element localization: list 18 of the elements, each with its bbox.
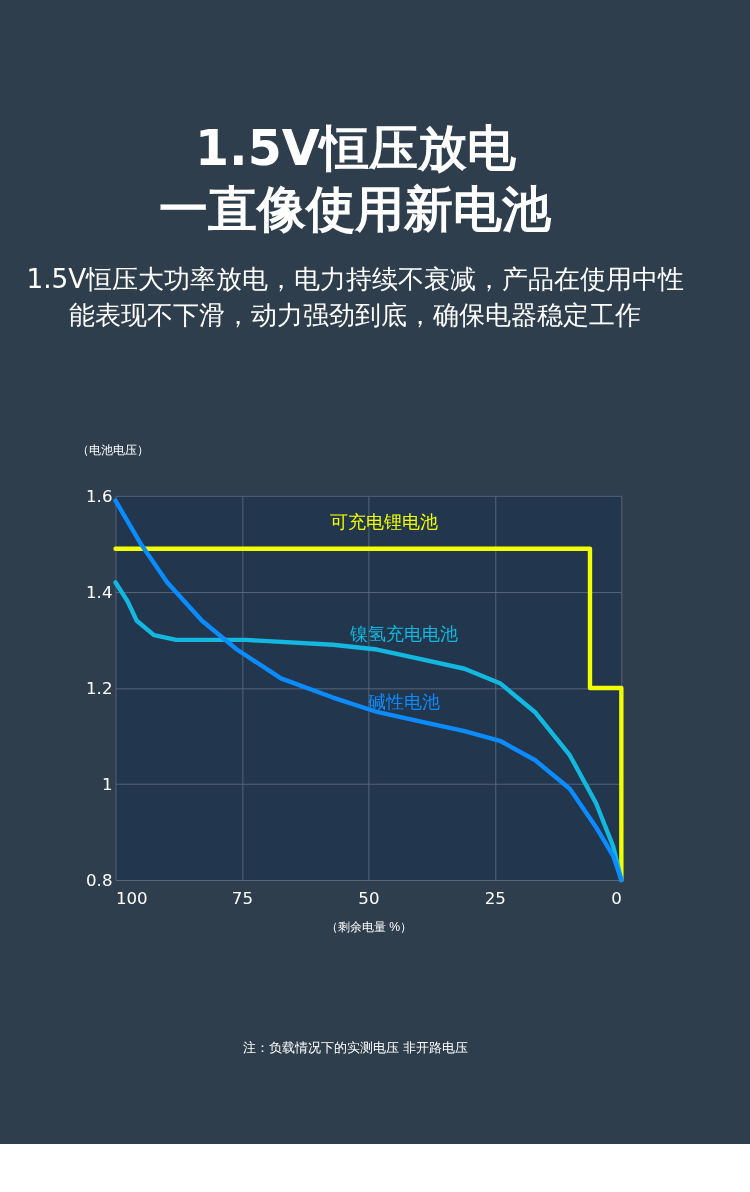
x-tick-label: 0 [611,889,622,909]
y-tick-label: 0.8 [86,870,113,890]
y-tick-label: 1.2 [86,678,113,698]
y-tick-label: 1 [101,774,113,794]
series-label: 碱性电池 [367,690,440,712]
y-tick-label: 1.6 [86,486,113,506]
series-label: 可充电锂电池 [329,510,438,532]
y-axis-title: （电池电压） [76,443,149,458]
series-label: 镍氢充电电池 [348,623,458,645]
x-axis-title: （剩余电量 %） [325,920,413,935]
x-tick-label: 50 [358,889,380,909]
text: 注：负载情况下的实测电压 非开路电压 [242,1040,468,1056]
y-tick-label: 1.4 [86,582,113,602]
x-tick-label: 100 [115,889,148,909]
x-tick-label: 75 [231,889,253,909]
chart-title: 1.5V恒压放电一直像使用新电池 [159,120,553,239]
chart-subtitle: 1.5V恒压大功率放电，电力持续不衰减，产品在使用中性能表现不下滑，动力强劲到底，确保电器稳定工作 [26,263,685,331]
x-tick-label: 25 [484,889,506,909]
